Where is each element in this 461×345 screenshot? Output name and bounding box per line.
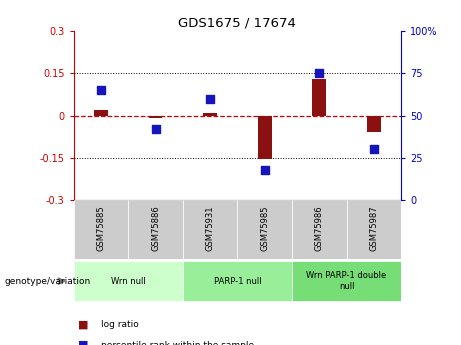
Text: GSM75985: GSM75985 — [260, 206, 269, 251]
Text: log ratio: log ratio — [101, 320, 139, 329]
Bar — [258, 116, 272, 159]
Title: GDS1675 / 17674: GDS1675 / 17674 — [178, 17, 296, 30]
Text: GSM75986: GSM75986 — [315, 205, 324, 251]
Bar — [237, 200, 292, 259]
Bar — [74, 200, 128, 259]
Text: GSM75987: GSM75987 — [369, 205, 378, 251]
Text: GSM75886: GSM75886 — [151, 205, 160, 251]
Point — [315, 71, 323, 76]
Bar — [94, 110, 108, 116]
Point — [207, 96, 214, 101]
Point — [370, 147, 378, 152]
Bar — [292, 200, 347, 259]
Bar — [367, 116, 381, 132]
Point — [97, 87, 105, 93]
Bar — [183, 261, 292, 302]
Text: ■: ■ — [78, 340, 89, 345]
Text: GSM75885: GSM75885 — [96, 205, 106, 251]
Point — [261, 167, 268, 172]
Text: GSM75931: GSM75931 — [206, 206, 215, 251]
Text: percentile rank within the sample: percentile rank within the sample — [101, 341, 254, 345]
Text: PARP-1 null: PARP-1 null — [213, 277, 261, 286]
Bar — [203, 113, 217, 116]
Point — [152, 126, 159, 132]
Text: ■: ■ — [78, 319, 89, 329]
Bar — [292, 261, 401, 302]
Text: genotype/variation: genotype/variation — [5, 277, 91, 286]
Bar — [74, 261, 183, 302]
Bar — [347, 200, 401, 259]
Bar — [149, 116, 162, 118]
Text: Wrn null: Wrn null — [111, 277, 146, 286]
Bar — [128, 200, 183, 259]
Bar — [313, 79, 326, 116]
Bar — [183, 200, 237, 259]
Text: Wrn PARP-1 double
null: Wrn PARP-1 double null — [307, 272, 387, 291]
